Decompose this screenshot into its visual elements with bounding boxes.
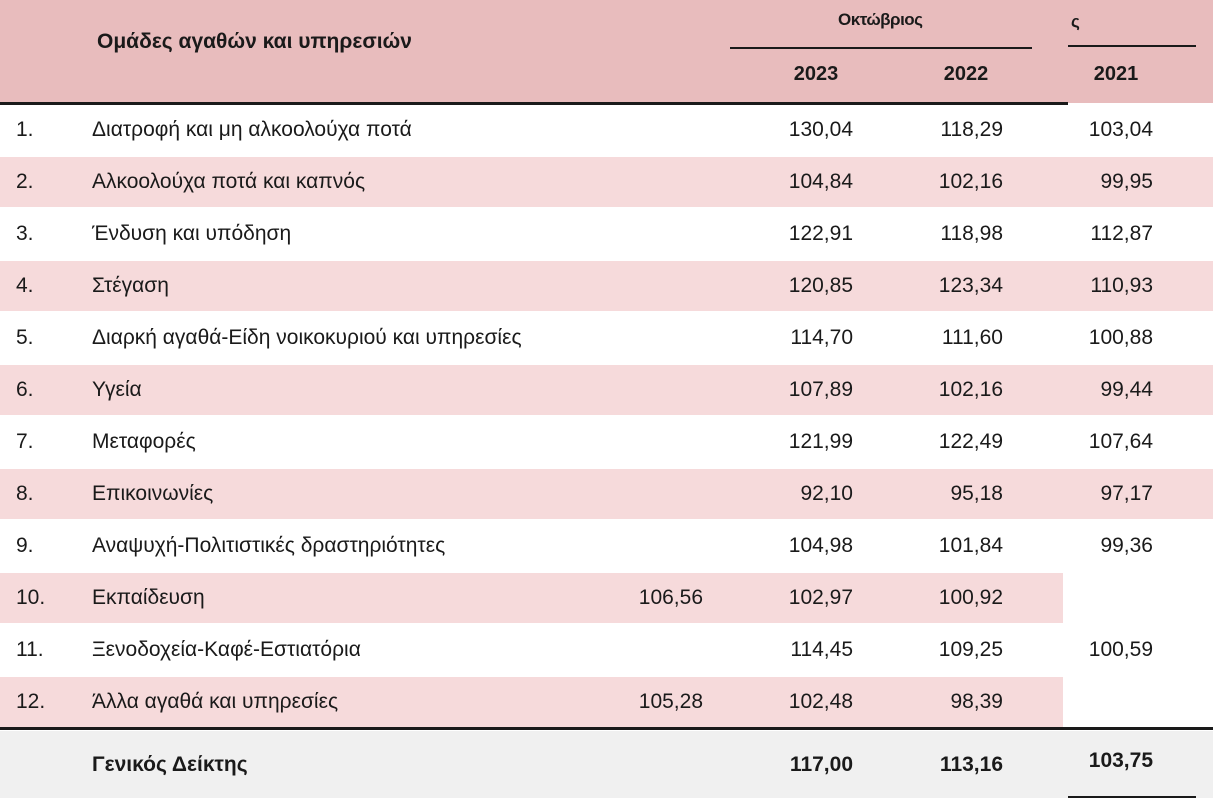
table-row: 11. Ξενοδοχεία-Καφέ-Εστιατόρια 114,45 109,2…: [0, 625, 1213, 675]
row-label: Ένδυση και υπόδηση: [92, 222, 292, 245]
table-row: 7. Μεταφορές 121,99 122,49 107,64: [0, 417, 1213, 467]
value-2022: 101,84: [938, 534, 1003, 557]
value-2022: 102,48: [788, 690, 853, 713]
row-label: Διαρκή αγαθά-Είδη νοικοκυριού και υπηρεσ…: [92, 326, 522, 349]
value-2021: 112,87: [1090, 222, 1153, 245]
table-row: 10. Εκπαίδευση 106,56 102,97 100,92: [0, 573, 1063, 623]
value-2021: 100,88: [1088, 326, 1153, 349]
row-label: Άλλα αγαθά και υπηρεσίες: [92, 690, 339, 713]
row-number: 2.: [16, 170, 34, 193]
table-row: 3. Ένδυση και υπόδηση 122,91 118,98 112,87: [0, 209, 1213, 259]
row-label: Επικοινωνίες: [92, 482, 214, 505]
value-2022: 102,97: [788, 586, 853, 609]
value-2022: 109,25: [938, 638, 1003, 661]
table-row: 5. Διαρκή αγαθά-Είδη νοικοκυριού και υπηρ…: [0, 313, 1213, 363]
value-2021: 99,95: [1100, 170, 1153, 193]
total-top-rule: [0, 727, 1213, 730]
value-2022: 95,18: [950, 482, 1003, 505]
table-header: Ομάδες αγαθών και υπηρεσιών Οκτώβριος ς …: [0, 0, 1213, 103]
row-number: 8.: [16, 482, 34, 505]
value-2023: 130,04: [788, 118, 853, 141]
total-value-2023: 117,00: [789, 753, 853, 776]
row-number: 10.: [16, 586, 46, 609]
value-2021: 107,64: [1088, 430, 1153, 453]
value-2021: 103,04: [1088, 118, 1153, 141]
value-2023: 114,70: [790, 326, 853, 349]
row-label: Αλκοολούχα ποτά και καπνός: [92, 170, 366, 193]
value-2021: 99,36: [1100, 534, 1153, 557]
value-2021: 98,39: [950, 690, 1003, 713]
row-number: 12.: [16, 690, 46, 713]
value-2021: 97,17: [1100, 482, 1153, 505]
total-value-2021: 103,75: [1088, 749, 1153, 772]
month-header-rule: [730, 47, 1032, 49]
group-column-header: Ομάδες αγαθών και υπηρεσιών: [97, 30, 412, 53]
row-number: 4.: [16, 274, 34, 297]
value-2022: 123,34: [938, 274, 1003, 297]
year-header-2022: 2022: [943, 63, 989, 85]
value-2022: 118,29: [940, 118, 1003, 141]
table-row: 6. Υγεία 107,89 102,16 99,44: [0, 365, 1213, 415]
value-2023: 104,98: [788, 534, 853, 557]
row-number: 6.: [16, 378, 34, 401]
row-label: Υγεία: [92, 378, 142, 401]
value-2021: 110,93: [1090, 274, 1153, 297]
value-2021: 100,59: [1088, 638, 1153, 661]
value-2021: 100,92: [938, 586, 1003, 609]
table-row: 12. Άλλα αγαθά και υπηρεσίες 105,28 102,48 9…: [0, 677, 1063, 727]
year-header-2023: 2023: [793, 63, 839, 85]
row-label: Στέγαση: [92, 274, 169, 297]
value-2023: 104,84: [788, 170, 853, 193]
value-2023: 120,85: [788, 274, 853, 297]
row-label: Μεταφορές: [92, 430, 196, 453]
table-row: 9. Αναψυχή-Πολιτιστικές δραστηριότητες 104…: [0, 521, 1213, 571]
value-2021: 99,44: [1100, 378, 1153, 401]
value-2023: 105,28: [638, 690, 703, 713]
row-label: Εκπαίδευση: [92, 586, 205, 609]
month-header-rule-right: [1068, 45, 1196, 47]
value-2022: 111,60: [941, 326, 1003, 349]
value-2023: 114,45: [790, 638, 853, 661]
total-value-2022: 113,16: [939, 753, 1003, 776]
value-2022: 118,98: [940, 222, 1003, 245]
value-2023: 121,99: [788, 430, 853, 453]
table-row: 1. Διατροφή και μη αλκοολούχα ποτά 130,04 1…: [0, 105, 1213, 155]
value-2022: 122,49: [938, 430, 1003, 453]
value-2023: 107,89: [788, 378, 853, 401]
row-number: 7.: [16, 430, 34, 453]
value-2022: 102,16: [938, 170, 1003, 193]
row-number: 5.: [16, 326, 34, 349]
row-number: 11.: [16, 638, 44, 661]
row-number: 3.: [16, 222, 34, 245]
row-label: Αναψυχή-Πολιτιστικές δραστηριότητες: [92, 534, 446, 557]
value-2023: 122,91: [788, 222, 853, 245]
bottom-rule-right: [1068, 796, 1196, 798]
table-row: 2. Αλκοολούχα ποτά και καπνός 104,84 102,16…: [0, 157, 1213, 207]
total-label: Γενικός Δείκτης: [92, 753, 248, 776]
month-column-header-fragment: ς: [1071, 12, 1080, 31]
table-row: 8. Επικοινωνίες 92,10 95,18 97,17: [0, 469, 1213, 519]
row-number: 9.: [16, 534, 34, 557]
header-bottom-rule: [0, 102, 1068, 105]
total-row: Γενικός Δείκτης 117,00 113,16 103,75: [0, 731, 1213, 798]
row-label: Ξενοδοχεία-Καφέ-Εστιατόρια: [92, 638, 361, 661]
year-header-2021: 2021: [1093, 63, 1139, 85]
row-number: 1.: [16, 118, 34, 141]
month-column-header: Οκτώβριος: [838, 10, 923, 29]
value-2023: 92,10: [800, 482, 853, 505]
value-2023: 106,56: [638, 586, 703, 609]
value-2022: 102,16: [938, 378, 1003, 401]
row-label: Διατροφή και μη αλκοολούχα ποτά: [92, 118, 412, 141]
table-row: 4. Στέγαση 120,85 123,34 110,93: [0, 261, 1213, 311]
